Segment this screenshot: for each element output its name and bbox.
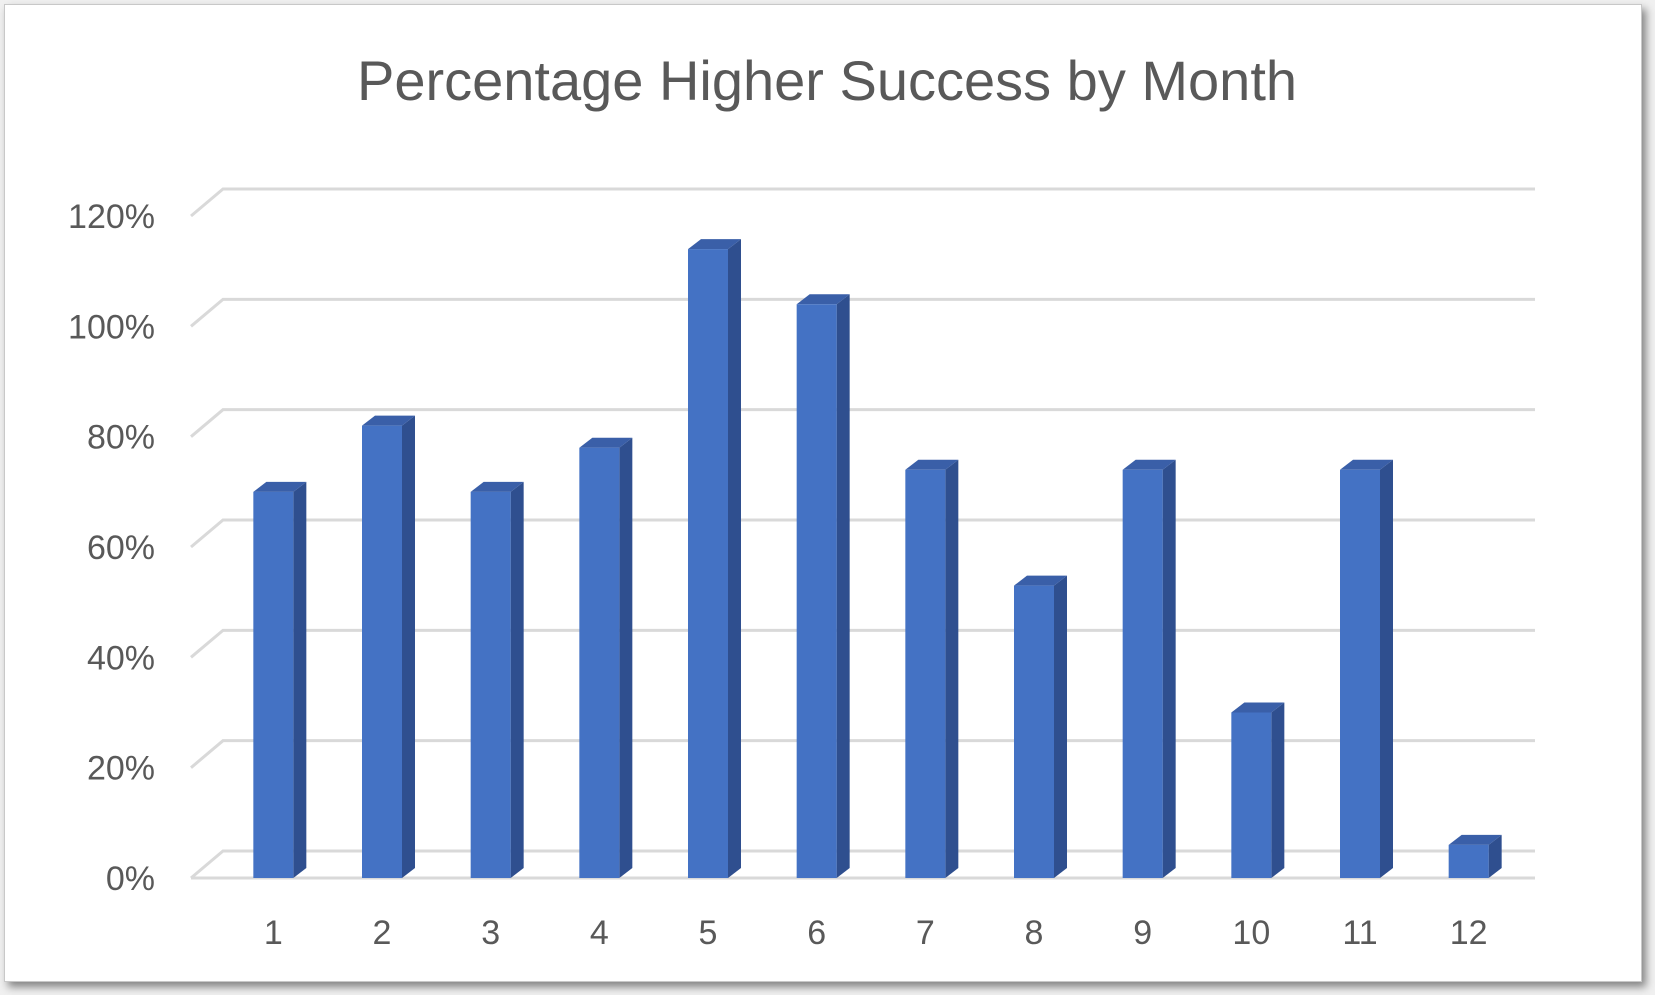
bar bbox=[1014, 575, 1067, 878]
bars bbox=[253, 239, 1502, 879]
bar-front bbox=[362, 425, 402, 878]
bar-front bbox=[688, 249, 728, 879]
chart-title: Percentage Higher Success by Month bbox=[357, 49, 1297, 112]
x-tick-label: 3 bbox=[481, 914, 500, 952]
bar-front bbox=[1448, 844, 1489, 878]
bar-top bbox=[1014, 575, 1067, 586]
x-tick-label: 8 bbox=[1025, 914, 1044, 952]
x-tick-label: 1 bbox=[264, 914, 283, 952]
bar bbox=[1231, 702, 1285, 878]
bar-front bbox=[1340, 469, 1380, 878]
bar-top bbox=[796, 294, 850, 305]
x-tick-label: 7 bbox=[916, 914, 935, 952]
bar bbox=[1122, 459, 1176, 878]
bar-top bbox=[1231, 702, 1285, 713]
y-tick-label: 60% bbox=[87, 529, 155, 567]
bar-front bbox=[1122, 469, 1163, 878]
bar-front bbox=[796, 304, 837, 878]
bar-front bbox=[905, 469, 946, 878]
bar-top bbox=[362, 415, 415, 426]
bar-front bbox=[253, 491, 294, 878]
bar-front bbox=[470, 491, 511, 878]
bar-top bbox=[253, 481, 307, 492]
x-tick-label: 6 bbox=[807, 914, 826, 952]
bar-top bbox=[1448, 834, 1502, 845]
bar-side bbox=[1162, 459, 1176, 878]
x-axis-ticks: 1 2 3 4 5 6 7 8 9 10 11 12 bbox=[264, 914, 1488, 952]
bar-side bbox=[402, 415, 415, 878]
bar-side bbox=[1380, 459, 1393, 878]
bar bbox=[905, 459, 959, 878]
x-tick-label: 2 bbox=[373, 914, 392, 952]
x-tick-label: 4 bbox=[590, 914, 609, 952]
gridline bbox=[190, 739, 1535, 769]
y-axis-ticks: 0% 20% 40% 60% 80% 100% 120% bbox=[68, 198, 155, 898]
y-tick-label: 20% bbox=[87, 750, 155, 788]
bar-side bbox=[1271, 702, 1285, 878]
x-tick-label: 10 bbox=[1232, 914, 1270, 952]
bar-side bbox=[836, 294, 850, 878]
bar-side bbox=[945, 459, 959, 878]
gridline bbox=[190, 408, 1535, 438]
y-tick-label: 80% bbox=[87, 419, 155, 457]
bar-side bbox=[728, 239, 741, 879]
gridline bbox=[190, 628, 1535, 659]
bar bbox=[470, 481, 524, 878]
bar bbox=[579, 437, 633, 878]
bar-side bbox=[1488, 834, 1502, 878]
gridline bbox=[190, 518, 1535, 549]
bar-top bbox=[905, 459, 959, 470]
bar-front bbox=[1231, 712, 1272, 878]
bar-side bbox=[1054, 575, 1067, 878]
bar-top bbox=[688, 239, 741, 250]
bar-top bbox=[470, 481, 524, 492]
y-tick-label: 0% bbox=[106, 860, 155, 898]
bar-top bbox=[579, 437, 633, 448]
gridline bbox=[190, 187, 1535, 218]
bar-top bbox=[1122, 459, 1176, 470]
bar bbox=[253, 481, 307, 878]
bar-side bbox=[293, 481, 307, 878]
bar-front bbox=[1014, 585, 1054, 878]
bar-front bbox=[579, 447, 620, 878]
bar-chart: Percentage Higher Success by Month 0%20%… bbox=[68, 49, 1535, 952]
bar bbox=[1340, 459, 1393, 878]
x-tick-label: 9 bbox=[1133, 914, 1152, 952]
x-tick-label: 12 bbox=[1450, 914, 1488, 952]
y-tick-label: 100% bbox=[68, 308, 155, 346]
gridlines bbox=[190, 187, 1535, 880]
bar-side bbox=[619, 437, 633, 878]
gridline bbox=[190, 297, 1535, 328]
bar-side bbox=[510, 481, 524, 878]
y-tick-label: 120% bbox=[68, 198, 155, 236]
y-tick-label: 40% bbox=[87, 639, 155, 677]
bar-top bbox=[1340, 459, 1393, 470]
gridline bbox=[190, 849, 1535, 880]
bar bbox=[796, 294, 850, 878]
bar bbox=[362, 415, 415, 878]
chart-frame: Percentage Higher Success by Month 0% 20%… bbox=[4, 4, 1642, 982]
x-tick-label: 5 bbox=[699, 914, 718, 952]
bar bbox=[688, 239, 741, 879]
x-tick-label: 11 bbox=[1342, 914, 1377, 952]
bar bbox=[1448, 834, 1502, 878]
